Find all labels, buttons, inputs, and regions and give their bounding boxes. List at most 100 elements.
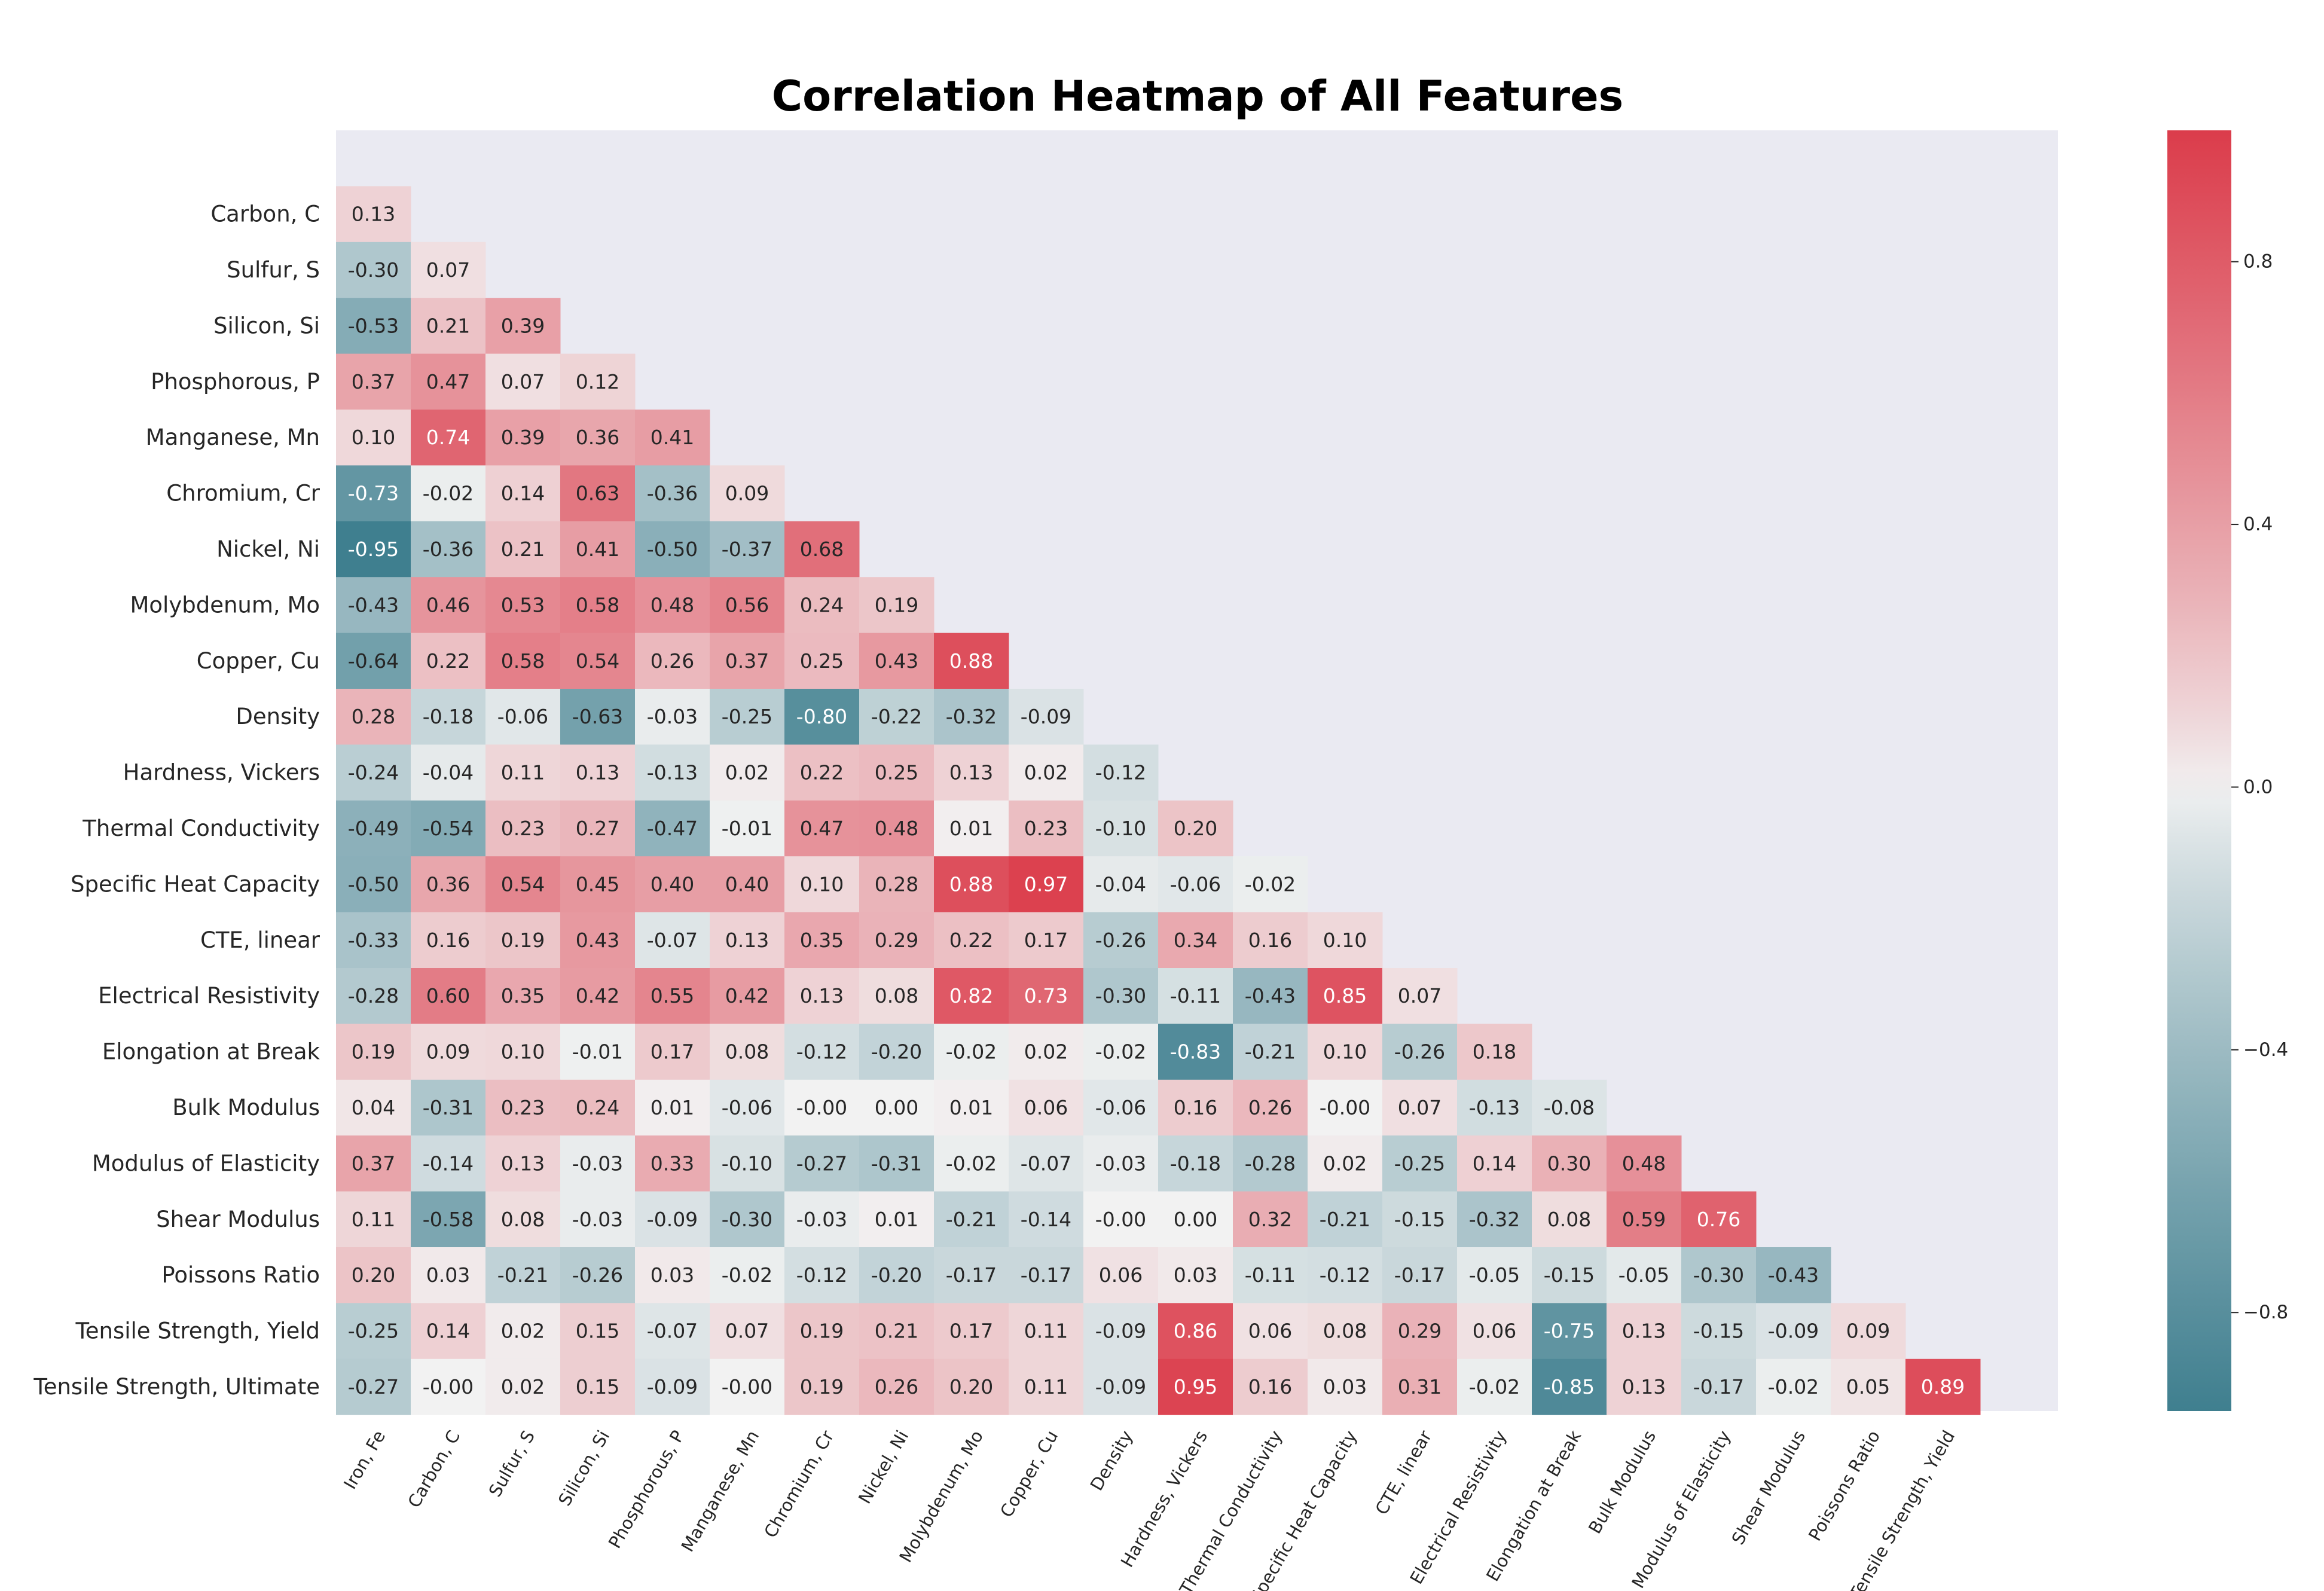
- heatmap-cell: [1756, 1303, 1831, 1360]
- heatmap-cell-label: 0.14: [426, 1320, 470, 1343]
- heatmap-cell-label: 0.40: [725, 872, 769, 896]
- heatmap-cell-label: -0.25: [722, 705, 772, 728]
- heatmap-cell-label: 0.63: [576, 482, 619, 505]
- heatmap-cell-label: 0.02: [501, 1320, 545, 1343]
- heatmap-cell: [411, 1303, 486, 1360]
- heatmap-cell-label: -0.21: [946, 1208, 997, 1231]
- heatmap-cell-label: 0.02: [1024, 1040, 1068, 1064]
- heatmap-cell: [934, 744, 1009, 801]
- heatmap-cell-label: 0.47: [800, 817, 844, 840]
- heatmap-cell: [336, 242, 411, 298]
- heatmap-cell-label: 0.73: [1024, 984, 1068, 1007]
- heatmap-cell-label: 0.34: [1174, 929, 1217, 952]
- heatmap-cell-label: 0.28: [352, 705, 395, 728]
- heatmap-cell: [710, 577, 785, 634]
- heatmap-cell: [934, 633, 1009, 689]
- heatmap-cell-label: -0.21: [497, 1263, 548, 1287]
- heatmap-cell: [485, 633, 561, 689]
- heatmap-cell-label: -0.11: [1170, 984, 1221, 1007]
- heatmap-cell: [1158, 1079, 1233, 1136]
- heatmap-cell-label: 0.35: [800, 929, 844, 952]
- heatmap-cell-label: -0.09: [1095, 1320, 1146, 1343]
- y-tick-label: Poissons Ratio: [161, 1262, 320, 1288]
- heatmap-cell: [859, 912, 935, 969]
- heatmap-cell-label: 0.26: [651, 649, 694, 673]
- x-tick-label: Copper, Cu: [996, 1427, 1062, 1521]
- heatmap-cell-label: 0.21: [426, 314, 470, 337]
- heatmap-cell: [560, 577, 636, 634]
- heatmap-cell: [1681, 1247, 1757, 1303]
- heatmap-cell: [336, 912, 411, 969]
- heatmap-cell-label: -0.30: [1095, 984, 1146, 1007]
- heatmap-cell-label: 0.25: [875, 761, 918, 784]
- heatmap-cell: [485, 410, 561, 466]
- heatmap-cell: [1083, 912, 1159, 969]
- heatmap-cell-label: 0.16: [426, 929, 470, 952]
- heatmap-cell: [560, 912, 636, 969]
- heatmap-cell: [635, 577, 710, 634]
- heatmap-cell: [784, 633, 860, 689]
- heatmap-cell: [710, 633, 785, 689]
- heatmap-cell-label: 0.59: [1622, 1208, 1666, 1231]
- heatmap-cell-label: -0.00: [1320, 1096, 1370, 1119]
- heatmap-cell-label: 0.43: [576, 929, 619, 952]
- heatmap-cell: [336, 186, 411, 243]
- heatmap-cell-label: -0.00: [423, 1375, 474, 1398]
- heatmap-cell-label: -0.03: [572, 1208, 623, 1231]
- heatmap-cell: [1009, 1303, 1084, 1360]
- heatmap-cell: [710, 912, 785, 969]
- heatmap-cell-label: 0.11: [352, 1208, 395, 1231]
- heatmap-cell-label: 0.30: [1547, 1152, 1591, 1175]
- heatmap-cell: [1158, 856, 1233, 913]
- heatmap-cell: [635, 856, 710, 913]
- y-tick-label: Phosphorous, P: [151, 369, 320, 395]
- y-tick-label: Specific Heat Capacity: [71, 871, 320, 897]
- heatmap-cell-label: 0.07: [1398, 984, 1442, 1007]
- heatmap-cell: [1009, 1358, 1084, 1415]
- heatmap-cell: [1158, 1247, 1233, 1303]
- heatmap-cell-label: -0.14: [423, 1152, 474, 1175]
- heatmap-cell: [336, 577, 411, 634]
- heatmap-cell-label: 0.33: [651, 1152, 694, 1175]
- heatmap-cell-label: -0.07: [647, 929, 698, 952]
- heatmap-cell: [1009, 968, 1084, 1024]
- heatmap-cell: [1457, 1135, 1532, 1192]
- heatmap-cell-label: 0.19: [800, 1375, 844, 1398]
- heatmap-cell: [336, 1135, 411, 1192]
- heatmap-cell-label: 0.14: [1473, 1152, 1516, 1175]
- heatmap-cell-label: 0.06: [1024, 1096, 1068, 1119]
- heatmap-cell-label: 0.60: [426, 984, 470, 1007]
- y-tick-label: Modulus of Elasticity: [92, 1150, 320, 1176]
- heatmap-cell-label: 0.88: [949, 649, 993, 673]
- heatmap-cell: [1831, 1303, 1906, 1360]
- heatmap-cell-label: -0.07: [647, 1320, 698, 1343]
- y-tick-label: Elongation at Break: [102, 1039, 320, 1065]
- heatmap-cell: [1831, 1358, 1906, 1415]
- heatmap-cell: [1532, 1079, 1607, 1136]
- y-tick-label: Tensile Strength, Ultimate: [33, 1374, 320, 1400]
- heatmap-cell: [635, 1358, 710, 1415]
- heatmap-cell-label: 0.07: [426, 258, 470, 282]
- heatmap-cell-label: -0.02: [423, 482, 474, 505]
- x-tick-label: Phosphorous, P: [604, 1427, 688, 1552]
- heatmap-cell-label: -0.31: [423, 1096, 474, 1119]
- heatmap-cell-label: 0.41: [651, 426, 694, 449]
- heatmap-cell: [635, 689, 710, 745]
- heatmap-cell: [336, 353, 411, 410]
- heatmap-cell-label: -0.10: [722, 1152, 772, 1175]
- heatmap-cell-label: 0.01: [949, 1096, 993, 1119]
- heatmap-cell-label: -0.17: [1693, 1375, 1744, 1398]
- heatmap-cell: [336, 1358, 411, 1415]
- heatmap-cell: [485, 577, 561, 634]
- heatmap-cell: [1607, 1247, 1682, 1303]
- heatmap-cell: [1233, 1247, 1308, 1303]
- heatmap-cell: [934, 1358, 1009, 1415]
- heatmap-cell: [485, 1024, 561, 1080]
- heatmap-cell: [1457, 1247, 1532, 1303]
- heatmap-cell-label: -0.17: [946, 1263, 997, 1287]
- heatmap-cell: [1308, 912, 1383, 969]
- heatmap-cell-label: 0.10: [1323, 929, 1367, 952]
- heatmap-cell-label: -0.20: [871, 1263, 922, 1287]
- y-tick-label: Density: [236, 704, 320, 729]
- heatmap-cell-label: -0.26: [1394, 1040, 1445, 1064]
